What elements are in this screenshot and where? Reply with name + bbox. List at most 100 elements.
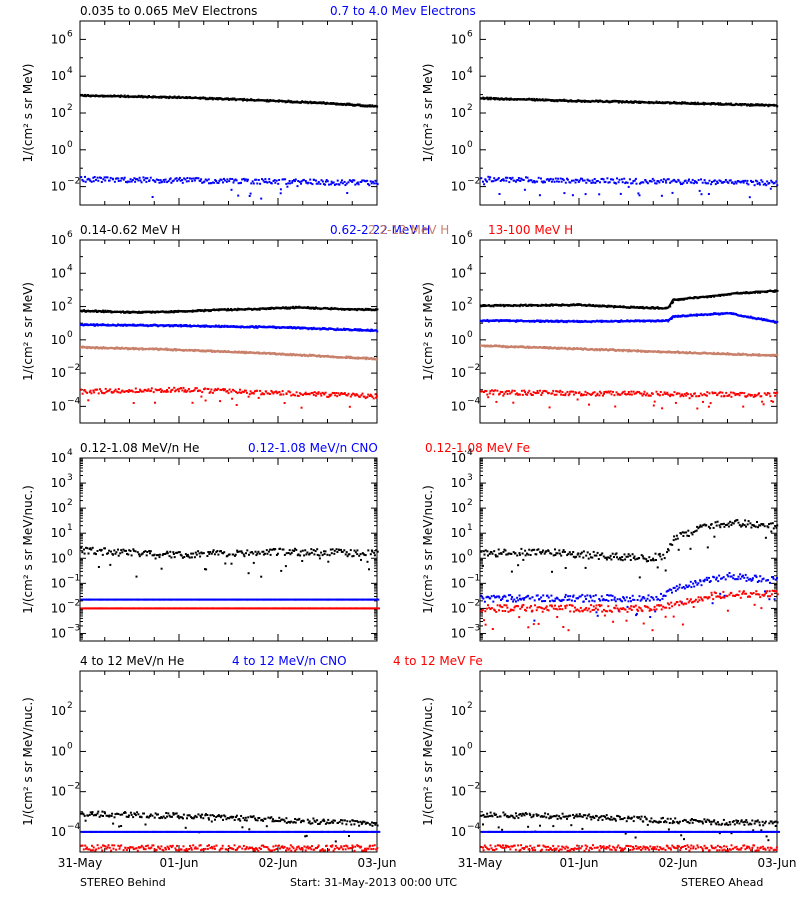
data-point xyxy=(193,179,196,182)
data-point xyxy=(227,598,232,601)
data-point xyxy=(190,390,193,393)
data-point xyxy=(566,599,569,601)
y-tick-exponent: −1 xyxy=(67,573,80,583)
data-point xyxy=(170,389,173,392)
data-point xyxy=(97,566,100,568)
data-point xyxy=(89,179,92,182)
data-point xyxy=(302,178,305,181)
data-point xyxy=(712,180,715,183)
data-point xyxy=(623,390,626,393)
data-point xyxy=(326,553,329,556)
data-point xyxy=(489,390,492,393)
data-point xyxy=(120,549,123,552)
data-point xyxy=(361,179,364,182)
data-point xyxy=(754,525,757,528)
data-point xyxy=(627,393,629,396)
data-point xyxy=(735,182,738,185)
data-point xyxy=(317,181,320,183)
data-point xyxy=(98,176,101,179)
data-point xyxy=(677,548,680,551)
data-point xyxy=(731,181,734,184)
data-point xyxy=(128,180,131,183)
data-point xyxy=(287,552,290,554)
data-point xyxy=(93,552,96,555)
data-point xyxy=(335,103,338,106)
data-point xyxy=(274,598,279,601)
data-point xyxy=(501,391,504,393)
data-point xyxy=(761,400,764,403)
data-point xyxy=(520,547,523,550)
data-point xyxy=(540,180,543,183)
data-point xyxy=(338,607,342,610)
data-point xyxy=(655,559,657,561)
data-point xyxy=(726,394,729,397)
data-point xyxy=(510,178,513,181)
data-point xyxy=(666,551,668,554)
data-point xyxy=(723,394,726,397)
data-point xyxy=(251,551,253,554)
data-point xyxy=(679,181,682,184)
data-point xyxy=(225,598,230,601)
data-point xyxy=(184,553,187,556)
data-point xyxy=(107,552,110,555)
data-point xyxy=(705,394,708,397)
data-point xyxy=(368,568,370,571)
data-point xyxy=(748,196,751,199)
y-tick-exponent: 0 xyxy=(467,330,473,340)
data-point xyxy=(294,394,296,397)
data-point xyxy=(300,406,303,409)
data-point xyxy=(516,392,518,395)
data-point xyxy=(106,552,108,555)
data-point xyxy=(137,179,140,182)
data-point xyxy=(757,393,760,396)
data-point xyxy=(295,548,298,551)
panel-header-label: 0.035 to 0.065 MeV Electrons xyxy=(80,4,257,18)
data-point xyxy=(348,179,351,182)
data-point xyxy=(722,181,725,184)
y-tick-exponent: 0 xyxy=(67,140,73,150)
data-point xyxy=(255,607,259,610)
data-point xyxy=(512,600,515,603)
data-point xyxy=(340,392,343,394)
data-point xyxy=(572,555,575,558)
data-point xyxy=(561,178,564,180)
data-point xyxy=(183,177,186,180)
data-point xyxy=(166,390,169,393)
data-point xyxy=(531,181,534,184)
data-point xyxy=(487,396,490,399)
series-line xyxy=(79,346,378,361)
data-point xyxy=(89,607,93,610)
y-tick-exponent: 2 xyxy=(67,498,73,508)
data-point xyxy=(604,180,607,183)
data-point xyxy=(371,180,374,183)
data-point xyxy=(260,197,263,200)
data-point xyxy=(177,551,180,554)
data-point xyxy=(374,179,377,182)
data-point xyxy=(593,178,596,180)
data-point xyxy=(185,598,189,601)
data-point xyxy=(562,549,565,552)
data-point xyxy=(158,181,161,184)
data-point xyxy=(153,598,158,601)
data-point xyxy=(540,177,542,180)
data-point xyxy=(700,193,703,196)
data-point xyxy=(540,596,543,599)
data-point xyxy=(756,103,759,106)
data-point xyxy=(305,393,308,396)
data-point xyxy=(713,179,716,182)
data-point xyxy=(376,308,379,311)
data-point xyxy=(220,550,222,553)
data-point xyxy=(268,178,271,181)
data-point xyxy=(225,180,228,183)
data-point xyxy=(540,552,543,555)
data-point xyxy=(698,189,701,192)
data-point xyxy=(337,392,340,395)
data-point xyxy=(109,563,112,566)
data-point xyxy=(233,389,236,392)
data-point xyxy=(691,533,694,536)
data-point xyxy=(186,177,189,179)
data-point xyxy=(598,193,601,196)
data-point xyxy=(667,549,670,552)
data-point xyxy=(580,393,583,395)
data-point xyxy=(514,393,517,396)
